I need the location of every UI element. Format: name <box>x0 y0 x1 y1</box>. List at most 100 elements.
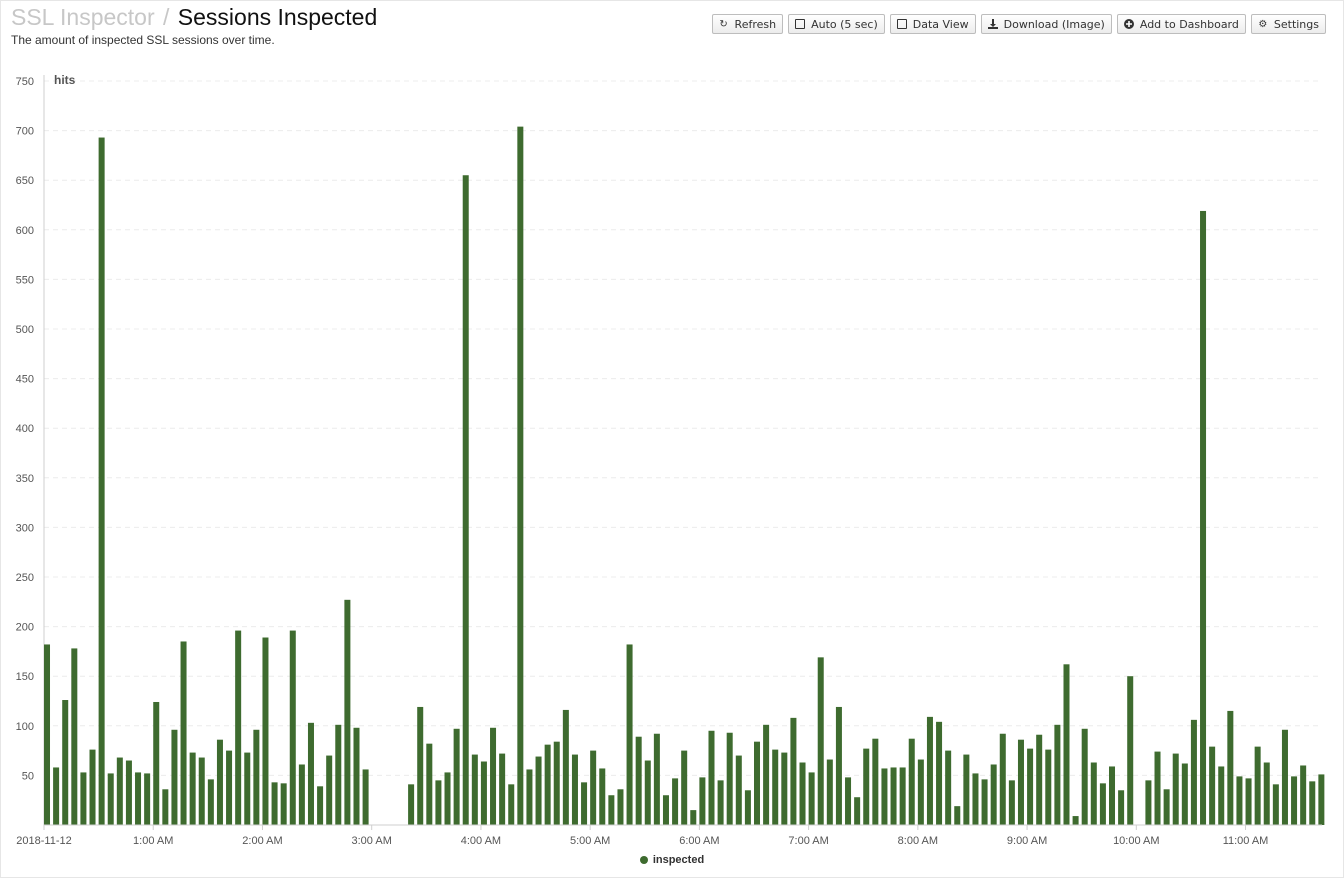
bar[interactable] <box>335 724 342 825</box>
bar[interactable] <box>936 721 943 825</box>
bar[interactable] <box>353 727 360 825</box>
bar[interactable] <box>1118 790 1125 825</box>
bar[interactable] <box>1163 789 1170 825</box>
bar[interactable] <box>562 709 569 825</box>
bar[interactable] <box>808 772 815 825</box>
bar[interactable] <box>1017 739 1024 825</box>
bar[interactable] <box>144 773 151 825</box>
bar[interactable] <box>1054 724 1061 825</box>
bar[interactable] <box>763 724 770 825</box>
bar[interactable] <box>1263 762 1270 826</box>
bar[interactable] <box>280 783 287 825</box>
bar[interactable] <box>1245 778 1252 825</box>
bar[interactable] <box>226 750 233 825</box>
bar[interactable] <box>490 727 497 825</box>
bar[interactable] <box>781 752 788 825</box>
data-view-toggle[interactable]: Data View <box>889 14 976 34</box>
bar[interactable] <box>672 778 679 825</box>
bar[interactable] <box>253 729 260 825</box>
bar[interactable] <box>990 764 997 825</box>
bar[interactable] <box>526 769 533 825</box>
bar[interactable] <box>590 750 597 825</box>
bar[interactable] <box>326 755 333 825</box>
bar[interactable] <box>644 760 651 825</box>
bar[interactable] <box>1036 734 1043 825</box>
settings-button[interactable]: ⚙ Settings <box>1250 14 1326 34</box>
bar[interactable] <box>544 744 551 825</box>
bar[interactable] <box>107 773 114 825</box>
bar[interactable] <box>735 755 742 825</box>
bar[interactable] <box>1099 783 1106 825</box>
bar[interactable] <box>945 750 952 825</box>
bar[interactable] <box>235 630 242 825</box>
bar[interactable] <box>1154 751 1161 825</box>
bar[interactable] <box>1109 766 1116 825</box>
bar[interactable] <box>207 779 214 825</box>
bar[interactable] <box>135 772 142 825</box>
bar[interactable] <box>435 780 442 825</box>
bar[interactable] <box>908 738 915 825</box>
bar[interactable] <box>835 706 842 825</box>
auto-refresh-toggle[interactable]: Auto (5 sec) <box>788 14 885 34</box>
bar[interactable] <box>116 757 123 825</box>
bar[interactable] <box>1172 753 1179 825</box>
bar[interactable] <box>244 752 251 825</box>
bar[interactable] <box>972 773 979 825</box>
bar[interactable] <box>981 779 988 825</box>
bar[interactable] <box>508 784 515 825</box>
breadcrumb-parent[interactable]: SSL Inspector <box>11 4 155 30</box>
bar[interactable] <box>198 757 205 825</box>
bar[interactable] <box>1190 719 1197 825</box>
bar[interactable] <box>1309 781 1316 825</box>
bar[interactable] <box>98 137 105 826</box>
bar[interactable] <box>71 648 78 825</box>
bar[interactable] <box>772 749 779 825</box>
bar[interactable] <box>517 126 524 825</box>
bar[interactable] <box>726 732 733 825</box>
bar[interactable] <box>626 644 633 825</box>
bar[interactable] <box>1063 664 1070 825</box>
bar[interactable] <box>699 777 706 825</box>
bar[interactable] <box>1045 749 1052 825</box>
bar[interactable] <box>1236 776 1243 825</box>
bar[interactable] <box>653 733 660 825</box>
bar[interactable] <box>826 759 833 825</box>
bar[interactable] <box>890 767 897 825</box>
bar[interactable] <box>317 786 324 825</box>
bar[interactable] <box>1209 746 1216 825</box>
bar[interactable] <box>408 784 415 825</box>
bar[interactable] <box>999 733 1006 825</box>
bar[interactable] <box>171 729 178 825</box>
bar[interactable] <box>417 706 424 825</box>
bar[interactable] <box>790 717 797 825</box>
bar[interactable] <box>681 750 688 825</box>
bar[interactable] <box>917 759 924 825</box>
bar[interactable] <box>162 789 169 825</box>
bar[interactable] <box>571 754 578 825</box>
bar[interactable] <box>362 769 369 825</box>
bar[interactable] <box>62 700 69 825</box>
bar[interactable] <box>799 762 806 826</box>
bar[interactable] <box>608 795 615 825</box>
bar[interactable] <box>426 743 433 825</box>
bar[interactable] <box>1254 746 1261 825</box>
bar[interactable] <box>881 768 888 825</box>
bar[interactable] <box>963 754 970 825</box>
bar[interactable] <box>599 768 606 825</box>
bar[interactable] <box>754 741 761 825</box>
bar[interactable] <box>899 767 906 825</box>
bar[interactable] <box>744 790 751 825</box>
bar[interactable] <box>80 772 87 825</box>
bar[interactable] <box>1272 784 1279 825</box>
bar[interactable] <box>872 738 879 825</box>
bar[interactable] <box>1145 780 1152 825</box>
bar[interactable] <box>271 782 278 825</box>
refresh-button[interactable]: ↻ Refresh <box>711 14 784 34</box>
bar[interactable] <box>444 772 451 825</box>
bar[interactable] <box>553 741 560 825</box>
bar[interactable] <box>690 810 697 825</box>
bar[interactable] <box>1227 710 1234 825</box>
bar[interactable] <box>1081 728 1088 825</box>
bar[interactable] <box>44 644 51 825</box>
bar[interactable] <box>189 752 196 825</box>
